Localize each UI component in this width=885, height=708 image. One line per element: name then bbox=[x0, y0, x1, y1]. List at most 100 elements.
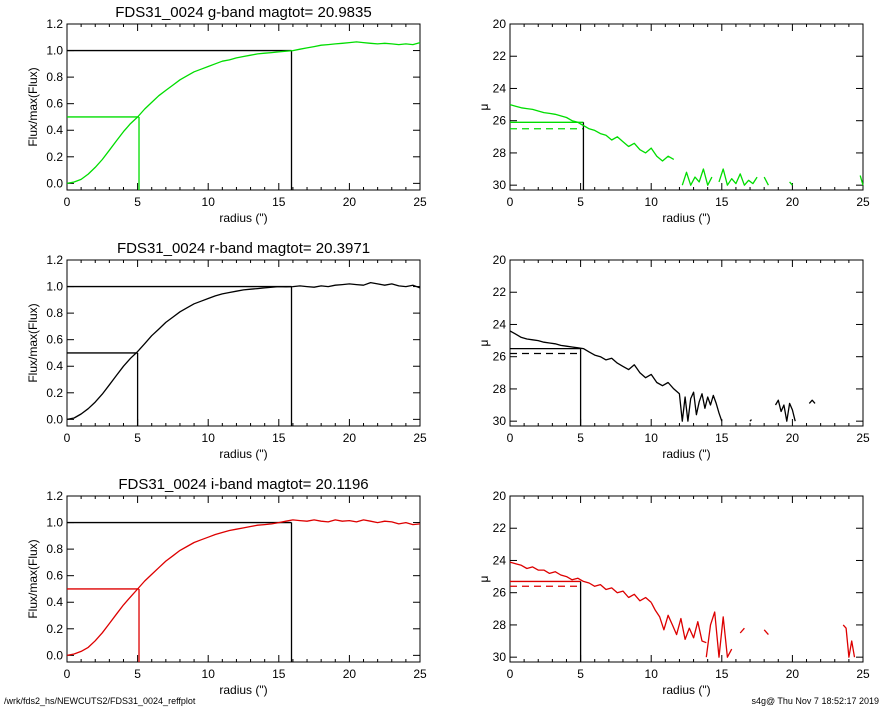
series-line bbox=[718, 168, 758, 186]
series-line bbox=[705, 611, 733, 658]
series-line bbox=[650, 602, 707, 644]
y-tick-label: 0.6 bbox=[46, 333, 63, 347]
y-tick-label: 0.6 bbox=[46, 569, 63, 583]
chart-title: FDS31_0024 i-band magtot= 20.1196 bbox=[118, 476, 368, 493]
x-tick-label: 0 bbox=[507, 431, 514, 445]
x-tick-label: 15 bbox=[715, 195, 729, 209]
x-tick-label: 0 bbox=[64, 667, 71, 681]
y-tick-label: 22 bbox=[493, 49, 507, 63]
plot-frame bbox=[509, 259, 864, 427]
series-line bbox=[66, 519, 421, 657]
x-tick-label: 10 bbox=[202, 431, 216, 445]
series-line bbox=[509, 330, 723, 422]
chart-title: FDS31_0024 g-band magtot= 20.9835 bbox=[115, 4, 371, 21]
x-tick-label: 5 bbox=[134, 667, 141, 681]
y-tick-label: 0.0 bbox=[46, 176, 63, 190]
x-tick-label: 0 bbox=[507, 667, 514, 681]
plot-frame bbox=[66, 23, 421, 191]
x-tick-label: 20 bbox=[343, 431, 357, 445]
y-tick-label: 24 bbox=[493, 81, 507, 95]
x-tick-label: 20 bbox=[343, 667, 357, 681]
x-tick-label: 25 bbox=[413, 195, 427, 209]
x-axis-label: radius (") bbox=[662, 447, 710, 461]
y-tick-label: 24 bbox=[493, 553, 507, 567]
plot-frame bbox=[66, 259, 421, 427]
series-line bbox=[66, 281, 421, 421]
y-axis-label: Flux/max(Flux) bbox=[26, 539, 40, 618]
series-line bbox=[749, 419, 752, 422]
panel-i-growth: 0 5 10 15 20 25 0.0 0.2 0.4 0.6 0.8 1.0 1.2 radius ("… bbox=[26, 476, 427, 697]
plot-frame bbox=[509, 23, 864, 191]
x-tick-label: 5 bbox=[577, 195, 584, 209]
y-tick-label: 0.4 bbox=[46, 595, 63, 609]
x-tick-label: 25 bbox=[856, 667, 870, 681]
x-axis-label: radius (") bbox=[662, 211, 710, 225]
y-tick-label: 0.2 bbox=[46, 150, 63, 164]
x-tick-label: 0 bbox=[507, 195, 514, 209]
x-tick-label: 10 bbox=[202, 667, 216, 681]
x-axis-label: radius (") bbox=[662, 683, 710, 697]
series-line bbox=[66, 41, 421, 185]
x-tick-label: 25 bbox=[413, 667, 427, 681]
x-axis-label: radius (") bbox=[219, 211, 267, 225]
x-tick-label: 15 bbox=[272, 667, 286, 681]
y-tick-label: 24 bbox=[493, 317, 507, 331]
y-tick-label: 20 bbox=[493, 253, 507, 267]
x-tick-label: 10 bbox=[202, 195, 216, 209]
x-tick-label: 20 bbox=[786, 195, 800, 209]
series-line bbox=[509, 103, 675, 162]
x-tick-label: 20 bbox=[786, 667, 800, 681]
y-tick-label: 30 bbox=[493, 178, 507, 192]
y-tick-label: 26 bbox=[493, 586, 507, 600]
series-line bbox=[509, 561, 652, 603]
series-line bbox=[789, 181, 793, 186]
footer-path-label: /wrk/fds2_hs/NEWCUTS2/FDS31_0024_reffplo… bbox=[4, 696, 196, 706]
series-line bbox=[859, 175, 864, 186]
x-tick-label: 10 bbox=[645, 431, 659, 445]
x-tick-label: 15 bbox=[715, 667, 729, 681]
y-tick-label: 22 bbox=[493, 521, 507, 535]
y-tick-label: 0.8 bbox=[46, 542, 63, 556]
x-tick-label: 10 bbox=[645, 195, 659, 209]
series-line bbox=[763, 176, 769, 186]
x-tick-label: 25 bbox=[856, 431, 870, 445]
plot-frame bbox=[509, 495, 864, 663]
y-tick-label: 1.2 bbox=[46, 253, 63, 267]
y-tick-label: 1.0 bbox=[46, 44, 63, 58]
series-line bbox=[763, 629, 769, 636]
y-tick-label: 26 bbox=[493, 350, 507, 364]
series-line bbox=[842, 624, 856, 658]
x-tick-label: 0 bbox=[64, 431, 71, 445]
panel-g-profile: 0 5 10 15 20 25 20 22 24 26 28 30 radius (") μ bbox=[477, 17, 870, 225]
y-axis-label: μ bbox=[477, 339, 491, 346]
y-tick-label: 22 bbox=[493, 285, 507, 299]
x-tick-label: 25 bbox=[413, 431, 427, 445]
chart-title: FDS31_0024 r-band magtot= 20.3971 bbox=[117, 240, 370, 257]
y-tick-label: 1.0 bbox=[46, 516, 63, 530]
y-tick-label: 1.0 bbox=[46, 280, 63, 294]
x-tick-label: 25 bbox=[856, 195, 870, 209]
x-tick-label: 20 bbox=[343, 195, 357, 209]
y-tick-label: 0.4 bbox=[46, 359, 63, 373]
y-tick-label: 28 bbox=[493, 146, 507, 160]
y-tick-label: 0.0 bbox=[46, 412, 63, 426]
y-tick-label: 28 bbox=[493, 382, 507, 396]
footer-timestamp-label: s4g@ Thu Nov 7 18:52:17 2019 bbox=[751, 696, 879, 706]
panel-r-profile: 0 5 10 15 20 25 20 22 24 26 28 30 radius (") μ bbox=[477, 253, 870, 461]
x-tick-label: 15 bbox=[272, 195, 286, 209]
series-line bbox=[808, 399, 816, 404]
x-tick-label: 0 bbox=[64, 195, 71, 209]
y-tick-label: 0.0 bbox=[46, 648, 63, 662]
y-tick-label: 20 bbox=[493, 489, 507, 503]
y-tick-label: 0.4 bbox=[46, 123, 63, 137]
y-axis-label: μ bbox=[477, 575, 491, 582]
panel-r-growth: 0 5 10 15 20 25 0.0 0.2 0.4 0.6 0.8 1.0 1.2 radius ("… bbox=[26, 240, 427, 461]
x-tick-label: 20 bbox=[786, 431, 800, 445]
y-tick-label: 28 bbox=[493, 618, 507, 632]
series-line bbox=[774, 399, 796, 422]
x-tick-label: 5 bbox=[577, 667, 584, 681]
y-tick-label: 26 bbox=[493, 114, 507, 128]
y-tick-label: 0.2 bbox=[46, 386, 63, 400]
y-tick-label: 0.8 bbox=[46, 70, 63, 84]
